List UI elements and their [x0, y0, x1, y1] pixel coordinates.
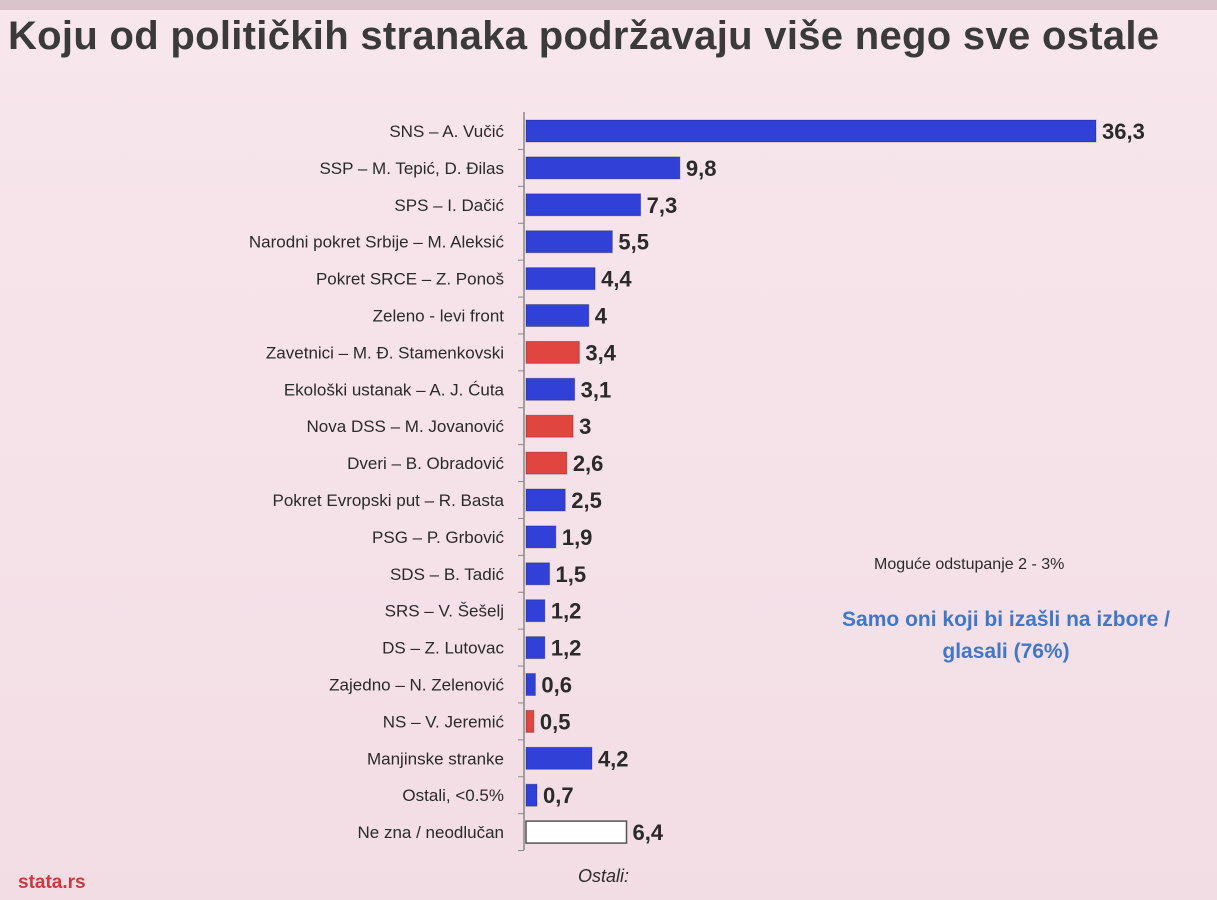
- value-label: 3: [579, 414, 591, 439]
- category-label: SDS – B. Tadić: [390, 565, 505, 584]
- bar: [525, 156, 681, 180]
- value-label: 2,6: [573, 451, 604, 476]
- bar: [525, 451, 568, 475]
- bar: [525, 414, 574, 438]
- bar: [525, 377, 576, 401]
- value-label: 7,3: [647, 193, 678, 218]
- category-label: Narodni pokret Srbije – M. Aleksić: [249, 233, 505, 252]
- bar: [525, 304, 590, 327]
- category-label: Zajedno – N. Zelenović: [329, 676, 504, 695]
- category-label: SSP – M. Tepić, D. Đilas: [319, 159, 504, 178]
- category-label: SRS – V. Šešelj: [385, 602, 504, 621]
- bar: [525, 267, 596, 291]
- bar: [525, 340, 580, 364]
- value-label: 1,2: [551, 636, 582, 661]
- value-label: 0,7: [543, 783, 574, 808]
- bar: [525, 230, 613, 254]
- chart-title: Koju od političkih stranaka podržavaju v…: [8, 14, 1160, 58]
- turnout-note: Samo oni koji bi izašli na izbore / glas…: [842, 608, 1170, 663]
- value-label: 6,4: [632, 820, 663, 845]
- category-label: Pokret Evropski put – R. Basta: [273, 491, 505, 510]
- category-label: NS – V. Jeremić: [383, 712, 505, 731]
- category-label: Zavetnici – M. Đ. Stamenkovski: [266, 343, 504, 362]
- bar: [525, 636, 546, 660]
- value-label: 3,4: [585, 340, 616, 365]
- value-label: 1,2: [551, 599, 582, 624]
- bar: [525, 119, 1097, 143]
- category-label: Manjinske stranke: [367, 749, 504, 768]
- category-label: Ne zna / neodlučan: [358, 823, 505, 842]
- value-label: 3,1: [581, 377, 612, 402]
- value-label: 5,5: [618, 230, 649, 255]
- category-label: Ostali, <0.5%: [402, 786, 504, 805]
- bar: [525, 820, 628, 844]
- value-label: 4: [595, 304, 608, 329]
- bar: [525, 599, 546, 623]
- value-label: 1,5: [556, 562, 587, 587]
- category-label: Pokret SRCE – Z. Ponoš: [316, 270, 504, 289]
- value-label: 4,4: [601, 267, 632, 292]
- category-label: Nova DSS – M. Jovanović: [307, 417, 505, 436]
- bar: [525, 746, 593, 770]
- category-label: Zeleno - levi front: [373, 307, 505, 326]
- value-label: 2,5: [571, 488, 602, 513]
- margin-of-error-note: Moguće odstupanje 2 - 3%: [874, 556, 1065, 573]
- category-label: PSG – P. Grbović: [372, 528, 504, 547]
- value-label: 1,9: [562, 525, 593, 550]
- bar: [525, 562, 551, 586]
- bar: [525, 525, 557, 549]
- value-label: 0,6: [541, 673, 572, 698]
- value-label: 0,5: [540, 709, 571, 734]
- bar: [525, 488, 566, 512]
- value-label: 36,3: [1102, 119, 1145, 144]
- bar: [525, 709, 535, 733]
- bar: [525, 673, 536, 696]
- category-label: SPS – I. Dačić: [394, 196, 504, 215]
- slide-top-edge: [0, 0, 1217, 10]
- footer-ostali-label: Ostali:: [578, 866, 630, 886]
- category-label: Dveri – B. Obradović: [347, 454, 504, 473]
- category-label: SNS – A. Vučić: [389, 122, 504, 141]
- category-label: Ekološki ustanak – A. J. Ćuta: [284, 380, 505, 399]
- source-label: stata.rs: [18, 872, 86, 893]
- bar: [525, 193, 642, 217]
- value-label: 9,8: [686, 156, 717, 181]
- category-label: DS – Z. Lutovac: [382, 639, 504, 658]
- bar: [525, 783, 538, 807]
- value-label: 4,2: [598, 746, 629, 771]
